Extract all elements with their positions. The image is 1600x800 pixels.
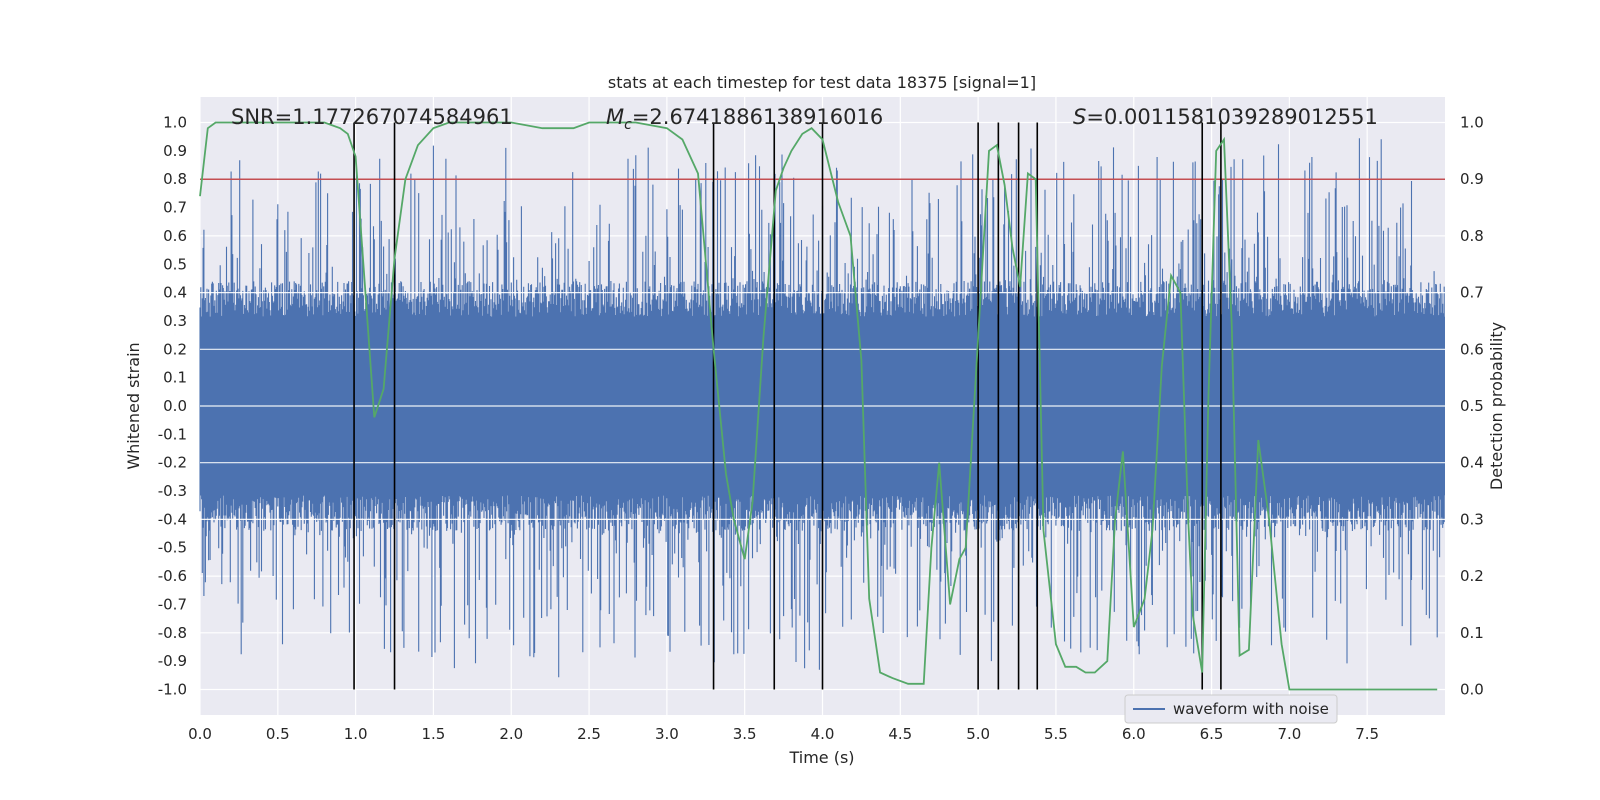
y-left-tick-label: -0.6 [158, 567, 187, 585]
y-left-tick-label: 0.2 [163, 340, 187, 358]
chart-title: stats at each timestep for test data 183… [608, 73, 1036, 92]
x-tick-label: 2.5 [577, 725, 601, 743]
x-tick-label: 5.5 [1044, 725, 1068, 743]
y-right-tick-label: 0.2 [1460, 567, 1484, 585]
y-right-tick-label: 0.6 [1460, 340, 1484, 358]
y-right-tick-label: 0.9 [1460, 170, 1484, 188]
y-right-axis-title: Detection probability [1487, 322, 1506, 490]
s-annotation: S=0.0011581039289012551 [1073, 105, 1378, 129]
x-tick-label: 1.0 [344, 725, 368, 743]
x-tick-label: 2.0 [499, 725, 523, 743]
y-right-tick-label: 0.7 [1460, 284, 1484, 302]
y-right-tick-labels: 1.0 0.9 0.8 0.7 0.6 0.5 0.4 0.3 0.2 0.1 0.0 [1460, 114, 1484, 699]
y-left-tick-label: -0.4 [158, 510, 187, 528]
series-detection-probability [199, 121, 1438, 691]
x-tick-label: 5.0 [966, 725, 990, 743]
legend-box [1124, 694, 1338, 724]
y-left-tick-label: 0.6 [163, 227, 187, 245]
y-left-tick-label: 0.3 [163, 312, 187, 330]
legend: waveform with noise [1124, 694, 1338, 724]
y-right-tick-label: 0.8 [1460, 227, 1484, 245]
x-tick-label: 6.5 [1200, 725, 1224, 743]
y-left-axis-title: Whitened strain [124, 342, 143, 469]
x-tick-label: 7.5 [1355, 725, 1379, 743]
legend-label: waveform with noise [1173, 700, 1329, 718]
y-left-tick-label: 0.7 [163, 199, 187, 217]
y-right-tick-label: 0.3 [1460, 510, 1484, 528]
x-tick-label: 3.0 [655, 725, 679, 743]
y-right-tick-label: 0.5 [1460, 397, 1484, 415]
x-tick-label: 4.0 [811, 725, 835, 743]
y-right-tick-label: 0.0 [1460, 680, 1484, 698]
x-tick-label: 4.5 [888, 725, 912, 743]
x-axis-title: Time (s) [788, 748, 854, 767]
y-left-tick-label: 0.0 [163, 397, 187, 415]
y-left-tick-label: 1.0 [163, 114, 187, 132]
y-left-tick-label: 0.9 [163, 142, 187, 160]
x-tick-label: 0.5 [266, 725, 290, 743]
y-right-tick-label: 0.1 [1460, 624, 1484, 642]
y-left-tick-label: 0.8 [163, 170, 187, 188]
y-left-tick-label: 0.4 [163, 284, 187, 302]
x-tick-label: 3.5 [733, 725, 757, 743]
y-right-tick-label: 0.4 [1460, 454, 1484, 472]
x-tick-label: 7.0 [1277, 725, 1301, 743]
y-right-tick-label: 1.0 [1460, 114, 1484, 132]
y-left-tick-label: -0.9 [158, 652, 187, 670]
x-tick-label: 1.5 [422, 725, 446, 743]
y-left-tick-label: -0.2 [158, 454, 187, 472]
y-left-tick-labels: 1.0 0.9 0.8 0.7 0.6 0.5 0.4 0.3 0.2 0.1 0.0 -0.1 -0.… [158, 114, 187, 699]
y-left-tick-label: -0.7 [158, 595, 187, 613]
snr-annotation: SNR=1.177267074584961 [231, 105, 513, 129]
y-left-tick-label: -0.8 [158, 624, 187, 642]
y-left-tick-label: 0.1 [163, 369, 187, 387]
x-tick-labels: 0.0 0.5 1.0 1.5 2.0 2.5 3.0 3.5 4.0 4.5 5.0 5.5 6.0 6… [188, 725, 1379, 743]
chirp-mass-annotation: Mc=2.6741886138916016 [606, 105, 883, 133]
y-left-tick-label: -0.3 [158, 482, 187, 500]
y-left-tick-label: -0.1 [158, 425, 187, 443]
x-tick-label: 6.0 [1122, 725, 1146, 743]
y-left-tick-label: 0.5 [163, 255, 187, 273]
y-left-tick-label: -1.0 [158, 680, 187, 698]
y-left-tick-label: -0.5 [158, 539, 187, 557]
x-tick-label: 0.0 [188, 725, 212, 743]
